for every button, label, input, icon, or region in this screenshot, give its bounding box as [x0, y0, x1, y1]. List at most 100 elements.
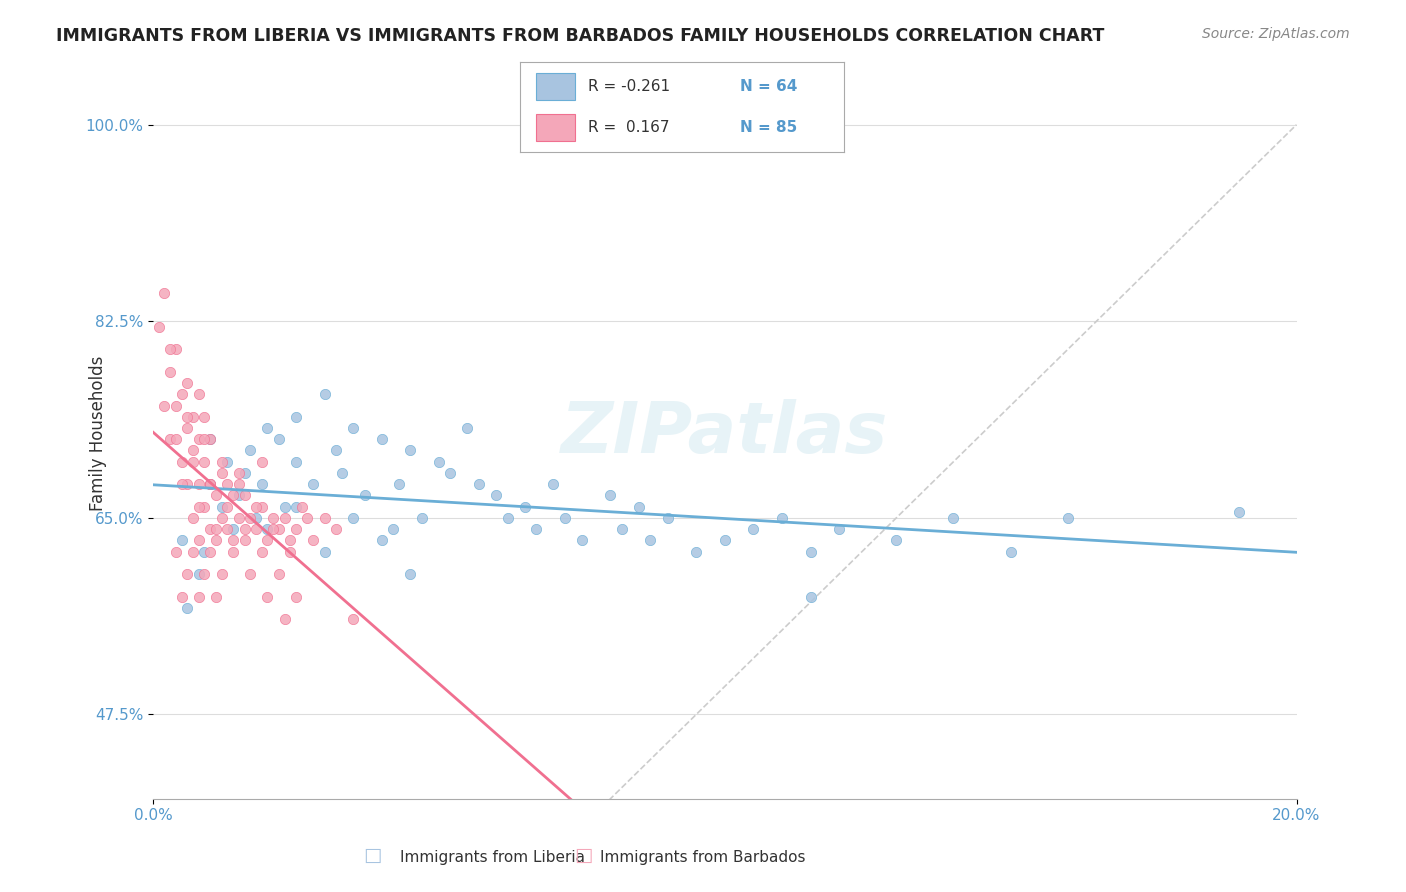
Point	[513, 500, 536, 514]
Point	[198, 432, 221, 446]
Text: Source: ZipAtlas.com: Source: ZipAtlas.com	[1202, 27, 1350, 41]
Point	[370, 533, 392, 548]
Point	[181, 544, 204, 558]
Point	[198, 544, 221, 558]
Point	[217, 455, 239, 469]
Point	[388, 477, 411, 491]
Point	[245, 522, 267, 536]
Y-axis label: Family Households: Family Households	[90, 356, 107, 511]
Point	[713, 533, 735, 548]
Point	[325, 443, 347, 458]
Point	[256, 522, 278, 536]
Point	[342, 421, 364, 435]
Point	[193, 455, 215, 469]
Point	[342, 511, 364, 525]
Point	[256, 421, 278, 435]
Point	[211, 567, 233, 582]
Point	[330, 466, 353, 480]
Point	[205, 590, 228, 604]
Point	[211, 455, 233, 469]
Point	[256, 533, 278, 548]
Point	[273, 612, 295, 626]
Point	[228, 477, 250, 491]
Point	[1000, 544, 1022, 558]
Point	[278, 533, 301, 548]
Point	[399, 567, 422, 582]
Point	[382, 522, 405, 536]
Point	[799, 544, 821, 558]
Point	[411, 511, 433, 525]
Point	[262, 511, 284, 525]
Point	[187, 590, 209, 604]
Point	[496, 511, 519, 525]
Text: Immigrants from Liberia: Immigrants from Liberia	[399, 850, 585, 865]
Point	[245, 500, 267, 514]
Point	[176, 376, 198, 390]
Text: Immigrants from Barbados: Immigrants from Barbados	[600, 850, 806, 865]
Point	[284, 455, 307, 469]
Point	[176, 600, 198, 615]
Point	[228, 466, 250, 480]
Point	[228, 488, 250, 502]
Point	[250, 477, 273, 491]
Point	[742, 522, 765, 536]
Point	[205, 488, 228, 502]
Point	[222, 488, 245, 502]
Point	[193, 500, 215, 514]
Point	[205, 522, 228, 536]
Point	[685, 544, 707, 558]
Point	[468, 477, 491, 491]
Point	[176, 409, 198, 424]
Point	[256, 590, 278, 604]
Point	[193, 432, 215, 446]
Point	[325, 522, 347, 536]
Point	[193, 544, 215, 558]
Point	[211, 511, 233, 525]
Point	[599, 488, 621, 502]
Point	[1056, 511, 1078, 525]
Point	[222, 522, 245, 536]
Text: IMMIGRANTS FROM LIBERIA VS IMMIGRANTS FROM BARBADOS FAMILY HOUSEHOLDS CORRELATIO: IMMIGRANTS FROM LIBERIA VS IMMIGRANTS FR…	[56, 27, 1105, 45]
Point	[176, 421, 198, 435]
FancyBboxPatch shape	[537, 73, 575, 100]
Point	[427, 455, 450, 469]
Point	[198, 477, 221, 491]
Point	[302, 477, 325, 491]
Point	[250, 500, 273, 514]
Point	[456, 421, 478, 435]
Point	[314, 511, 336, 525]
Point	[159, 432, 181, 446]
Point	[233, 533, 256, 548]
Point	[884, 533, 907, 548]
Point	[571, 533, 593, 548]
Point	[245, 511, 267, 525]
Point	[250, 455, 273, 469]
Point	[165, 399, 187, 413]
Point	[165, 432, 187, 446]
Point	[217, 477, 239, 491]
Point	[284, 590, 307, 604]
Point	[799, 590, 821, 604]
Text: □: □	[574, 847, 593, 865]
Point	[370, 432, 392, 446]
Point	[541, 477, 564, 491]
Point	[233, 466, 256, 480]
Point	[165, 544, 187, 558]
Point	[187, 500, 209, 514]
Text: □: □	[363, 847, 382, 865]
Text: ZIPatlas: ZIPatlas	[561, 399, 889, 468]
Point	[153, 399, 176, 413]
Point	[165, 343, 187, 357]
Point	[284, 500, 307, 514]
Point	[273, 500, 295, 514]
Point	[267, 567, 290, 582]
Point	[267, 522, 290, 536]
Point	[828, 522, 851, 536]
Point	[439, 466, 461, 480]
Point	[222, 544, 245, 558]
Point	[181, 443, 204, 458]
Point	[170, 387, 193, 401]
Point	[273, 511, 295, 525]
Point	[217, 500, 239, 514]
Point	[627, 500, 650, 514]
